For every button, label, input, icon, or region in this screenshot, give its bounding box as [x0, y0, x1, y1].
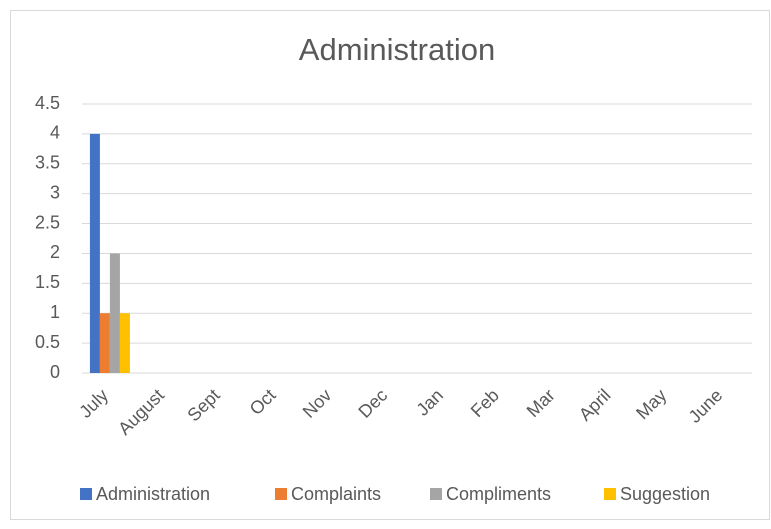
legend-label: Complaints [291, 484, 381, 504]
legend-swatch [275, 488, 287, 500]
bar [109, 253, 120, 373]
y-tick-label: 4 [50, 123, 60, 143]
y-tick-label: 0 [50, 362, 60, 382]
y-tick-label: 1.5 [35, 272, 60, 292]
y-tick-label: 2.5 [35, 212, 60, 232]
legend-label: Administration [96, 484, 210, 504]
legend-swatch [604, 488, 616, 500]
y-tick-label: 3 [50, 182, 60, 202]
legend-label: Compliments [446, 484, 551, 504]
bar [99, 313, 110, 373]
legend-swatch [430, 488, 442, 500]
y-tick-label: 1 [50, 302, 60, 322]
bar [89, 133, 100, 373]
y-tick-label: 0.5 [35, 332, 60, 352]
chart-title: Administration [299, 32, 495, 67]
y-tick-label: 4.5 [35, 93, 60, 113]
legend-label: Suggestion [620, 484, 710, 504]
chart-border [10, 10, 770, 520]
bar [119, 313, 130, 373]
y-tick-label: 2 [50, 242, 60, 262]
y-tick-label: 3.5 [35, 153, 60, 173]
legend-swatch [80, 488, 92, 500]
